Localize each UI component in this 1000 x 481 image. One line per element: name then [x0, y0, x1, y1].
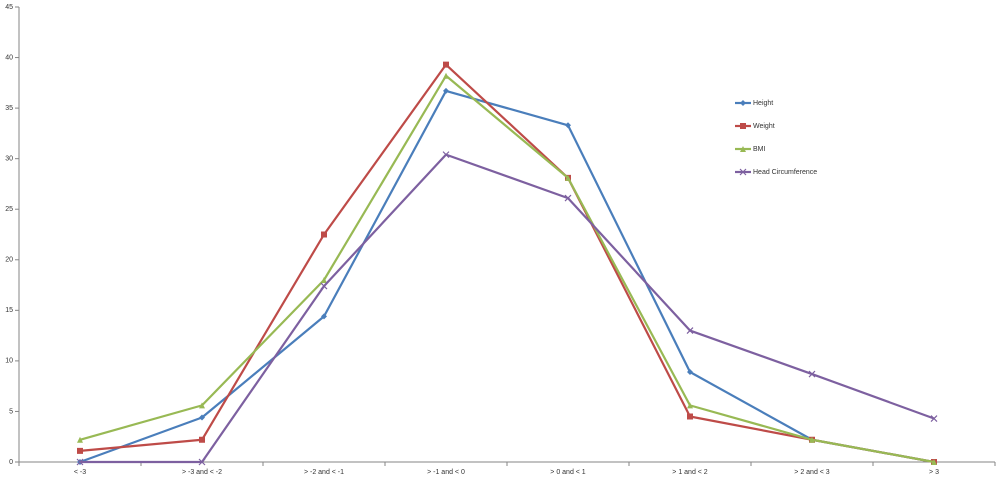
legend-marker — [740, 123, 746, 129]
x-tick-label: > -2 and < -1 — [304, 469, 344, 476]
point — [565, 174, 571, 181]
point — [565, 122, 571, 129]
series-line — [79, 63, 935, 464]
legend-marker — [740, 146, 746, 152]
point — [443, 72, 449, 79]
point — [686, 327, 694, 334]
point — [808, 370, 816, 378]
x-tick-label: > 3 — [929, 469, 939, 476]
point — [687, 402, 693, 409]
point — [199, 436, 205, 443]
legend-label: Head Circumference — [753, 169, 817, 176]
point — [321, 277, 327, 283]
point — [76, 458, 84, 466]
point — [443, 61, 449, 68]
series-line — [80, 153, 935, 464]
point — [564, 194, 572, 202]
point — [320, 282, 328, 290]
y-tick-label: 10 — [5, 358, 13, 365]
y-tick-label: 25 — [5, 206, 13, 213]
point — [198, 458, 206, 466]
x-tick-label: > 0 and < 1 — [550, 469, 586, 476]
legend-label: Height — [753, 100, 773, 107]
y-tick-label: 20 — [5, 257, 13, 264]
legend-marker — [739, 168, 747, 176]
point — [442, 151, 450, 159]
x-tick-label: > 1 and < 2 — [672, 469, 708, 476]
point — [199, 402, 205, 409]
y-tick-label: 30 — [5, 156, 13, 163]
y-tick-label: 40 — [5, 54, 13, 61]
point — [809, 436, 815, 443]
y-tick-label: 15 — [5, 307, 13, 314]
point — [930, 415, 938, 422]
x-tick-label: < -3 — [74, 469, 86, 476]
point — [687, 369, 693, 376]
x-tick-label: > 2 and < 3 — [794, 469, 830, 476]
point — [687, 413, 693, 420]
x-tick-label: > -1 and < 0 — [427, 469, 465, 476]
point — [77, 436, 83, 443]
y-tick-label: 45 — [5, 4, 13, 11]
point — [321, 313, 327, 320]
series-line — [79, 74, 935, 464]
point — [199, 414, 205, 421]
x-tick-label: > -3 and < -2 — [182, 469, 222, 476]
series-line — [79, 89, 935, 464]
point — [931, 459, 937, 465]
legend-marker — [740, 100, 746, 106]
y-tick-label: 35 — [5, 105, 13, 112]
legend-label: Weight — [753, 123, 775, 130]
point — [77, 447, 83, 454]
y-tick-label: 0 — [9, 459, 13, 466]
point — [321, 231, 327, 238]
point — [443, 87, 449, 94]
legend-label: BMI — [753, 146, 766, 153]
y-tick-label: 5 — [9, 408, 13, 415]
